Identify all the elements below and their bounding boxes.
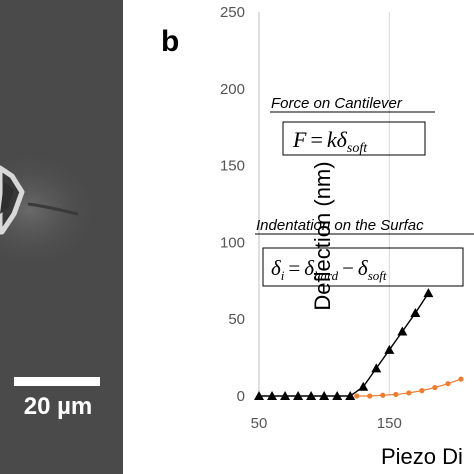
data-point bbox=[380, 392, 386, 398]
x-tick-label: 50 bbox=[251, 415, 268, 432]
y-tick-label: 100 bbox=[220, 234, 245, 251]
equation-box-indentation bbox=[262, 247, 464, 287]
data-point bbox=[367, 393, 373, 399]
data-point bbox=[306, 391, 317, 400]
x-axis-title: Piezo Di bbox=[381, 444, 463, 469]
equation-box-force bbox=[282, 121, 426, 156]
scale-bar bbox=[14, 377, 100, 386]
y-axis-title: Deflection (nm) bbox=[310, 161, 335, 310]
data-point bbox=[406, 390, 412, 396]
y-tick-label: 0 bbox=[237, 388, 245, 405]
equation-force: F = kδsoft bbox=[292, 127, 368, 156]
data-point bbox=[319, 391, 330, 400]
data-point bbox=[432, 384, 438, 391]
y-tick-labels: 0 50 100 150 200 250 bbox=[220, 4, 245, 405]
equation-indentation: δi = δhard − δsoft bbox=[271, 256, 387, 283]
sem-micrograph: 20 µm bbox=[0, 0, 123, 474]
data-point bbox=[371, 363, 382, 373]
series-line bbox=[259, 292, 429, 397]
data-point bbox=[332, 391, 343, 400]
chart-panel: 0 50 100 150 200 250 50 150 Deflection (nm) Pi… bbox=[123, 0, 474, 474]
data-point bbox=[410, 308, 421, 318]
data-point bbox=[445, 381, 451, 387]
annotation-title-indentation: Indentation on the Surfac bbox=[256, 217, 424, 234]
data-point bbox=[397, 326, 408, 336]
data-point bbox=[267, 391, 278, 400]
series-triangle bbox=[254, 288, 434, 400]
y-tick-label: 150 bbox=[220, 158, 245, 175]
deflection-chart: 0 50 100 150 200 250 50 150 Deflection (nm) Pi… bbox=[220, 4, 474, 469]
data-point bbox=[280, 391, 291, 400]
data-point bbox=[419, 388, 425, 394]
y-tick-label: 200 bbox=[220, 81, 245, 98]
annotation-title-force: Force on Cantilever bbox=[271, 95, 403, 112]
data-point bbox=[384, 344, 395, 354]
x-tick-label: 150 bbox=[377, 415, 402, 432]
data-point bbox=[293, 391, 304, 400]
y-tick-label: 250 bbox=[220, 4, 245, 21]
data-point bbox=[423, 288, 434, 298]
data-point bbox=[345, 391, 356, 400]
data-point bbox=[354, 393, 360, 399]
series-layer bbox=[254, 288, 464, 400]
data-point bbox=[254, 391, 264, 400]
x-tick-labels: 50 150 bbox=[251, 415, 402, 432]
data-point bbox=[458, 376, 464, 382]
series-circle bbox=[354, 376, 464, 399]
scale-bar-label: 20 µm bbox=[23, 393, 93, 420]
y-tick-label: 50 bbox=[228, 311, 245, 328]
data-point bbox=[358, 381, 369, 391]
panel-label: b bbox=[161, 25, 180, 58]
micrograph-image bbox=[0, 0, 123, 474]
data-point bbox=[393, 391, 399, 398]
